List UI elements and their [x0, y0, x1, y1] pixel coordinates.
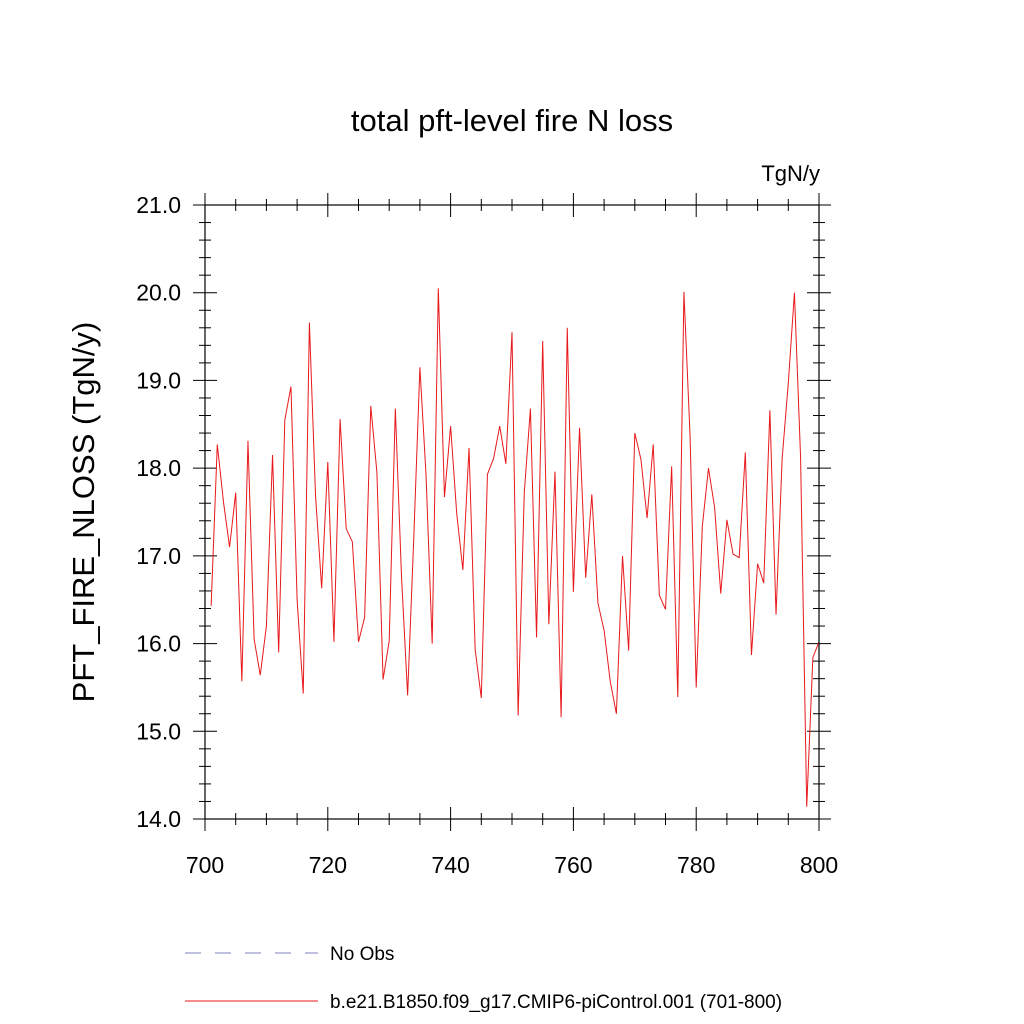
- y-tick-label: 15.0: [136, 718, 181, 744]
- major-ticks: [193, 193, 831, 831]
- minor-ticks: [199, 199, 825, 825]
- plot-frame: [204, 204, 820, 820]
- legend-label-no-obs: No Obs: [330, 944, 394, 965]
- x-tick-label: 740: [431, 852, 469, 878]
- y-tick-label: 20.0: [136, 280, 181, 306]
- y-tick-label: 17.0: [136, 543, 181, 569]
- legend-label-model: b.e21.B1850.f09_g17.CMIP6-piControl.001 …: [330, 992, 782, 1013]
- y-tick-labels: 14.0 15.0 16.0 17.0 18.0 19.0 20.0 21.0: [136, 192, 181, 832]
- y-tick-label: 18.0: [136, 455, 181, 481]
- legend: No Obs b.e21.B1850.f09_g17.CMIP6-piContr…: [185, 944, 782, 1013]
- x-tick-label: 780: [677, 852, 715, 878]
- y-tick-label: 19.0: [136, 367, 181, 393]
- chart-title: total pft-level fire N loss: [351, 103, 673, 138]
- y-tick-label: 21.0: [136, 192, 181, 218]
- x-tick-label: 760: [554, 852, 592, 878]
- x-tick-label: 700: [186, 852, 224, 878]
- units-label: TgN/y: [761, 161, 820, 186]
- y-tick-label: 16.0: [136, 631, 181, 657]
- series-line: [210, 288, 820, 807]
- x-tick-labels: 700 720 740 760 780 800: [186, 852, 838, 878]
- x-tick-label: 800: [800, 852, 838, 878]
- y-tick-label: 14.0: [136, 806, 181, 832]
- y-axis-label: PFT_FIRE_NLOSS (TgN/y): [66, 322, 101, 703]
- x-tick-label: 720: [309, 852, 347, 878]
